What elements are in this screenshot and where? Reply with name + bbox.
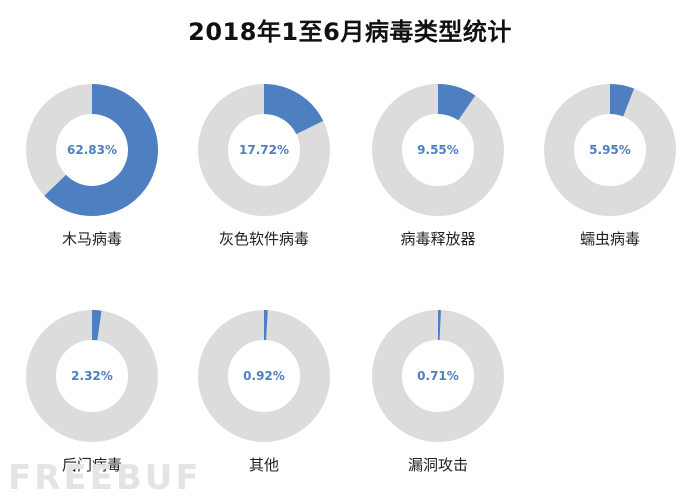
donut-slice [263,84,324,135]
donut-category-label: 蠕虫病毒 [579,230,640,248]
donut-value-label: 0.71% [417,369,459,383]
donut-category-label: 漏洞攻击 [407,456,468,474]
donut-value-label: 9.55% [417,143,459,157]
donut-value-label: 0.92% [243,369,285,383]
donut-svg: 0.92% [198,310,330,442]
donut-category-label: 病毒释放器 [400,230,476,248]
donut-category-label: 灰色软件病毒 [218,230,309,248]
chart-title: 2018年1至6月病毒类型统计 [188,18,512,46]
donut-chart: 62.83% 木马病毒 [22,80,162,248]
donut-chart: 5.95% 蠕虫病毒 [540,80,680,248]
donut-slice [609,84,635,117]
donut-category-label: 后门病毒 [61,456,122,474]
donut-svg: 5.95% [544,84,676,216]
donut-chart: 2.32% 后门病毒 [22,306,162,474]
donut-value-label: 17.72% [239,143,289,157]
donut-slice [91,310,102,341]
donut-category-label: 其他 [248,456,279,474]
donut-chart: 0.71% 漏洞攻击 [368,306,508,474]
donut-chart: 17.72% 灰色软件病毒 [194,80,334,248]
donut-slice [437,84,476,121]
donut-value-label: 2.32% [71,369,113,383]
donut-category-label: 木马病毒 [61,230,122,248]
donut-svg: 2.32% [26,310,158,442]
donut-svg: 17.72% [198,84,330,216]
watermark-logo: FREEBUF [8,458,202,498]
donut-value-label: 62.83% [67,143,117,157]
donut-slice [44,84,158,216]
donut-value-label: 5.95% [589,143,631,157]
donut-svg: 62.83% [26,84,158,216]
donut-svg: 0.71% [372,310,504,442]
donut-chart: 9.55% 病毒释放器 [368,80,508,248]
donut-svg: 9.55% [372,84,504,216]
donut-chart: 0.92% 其他 [194,306,334,474]
